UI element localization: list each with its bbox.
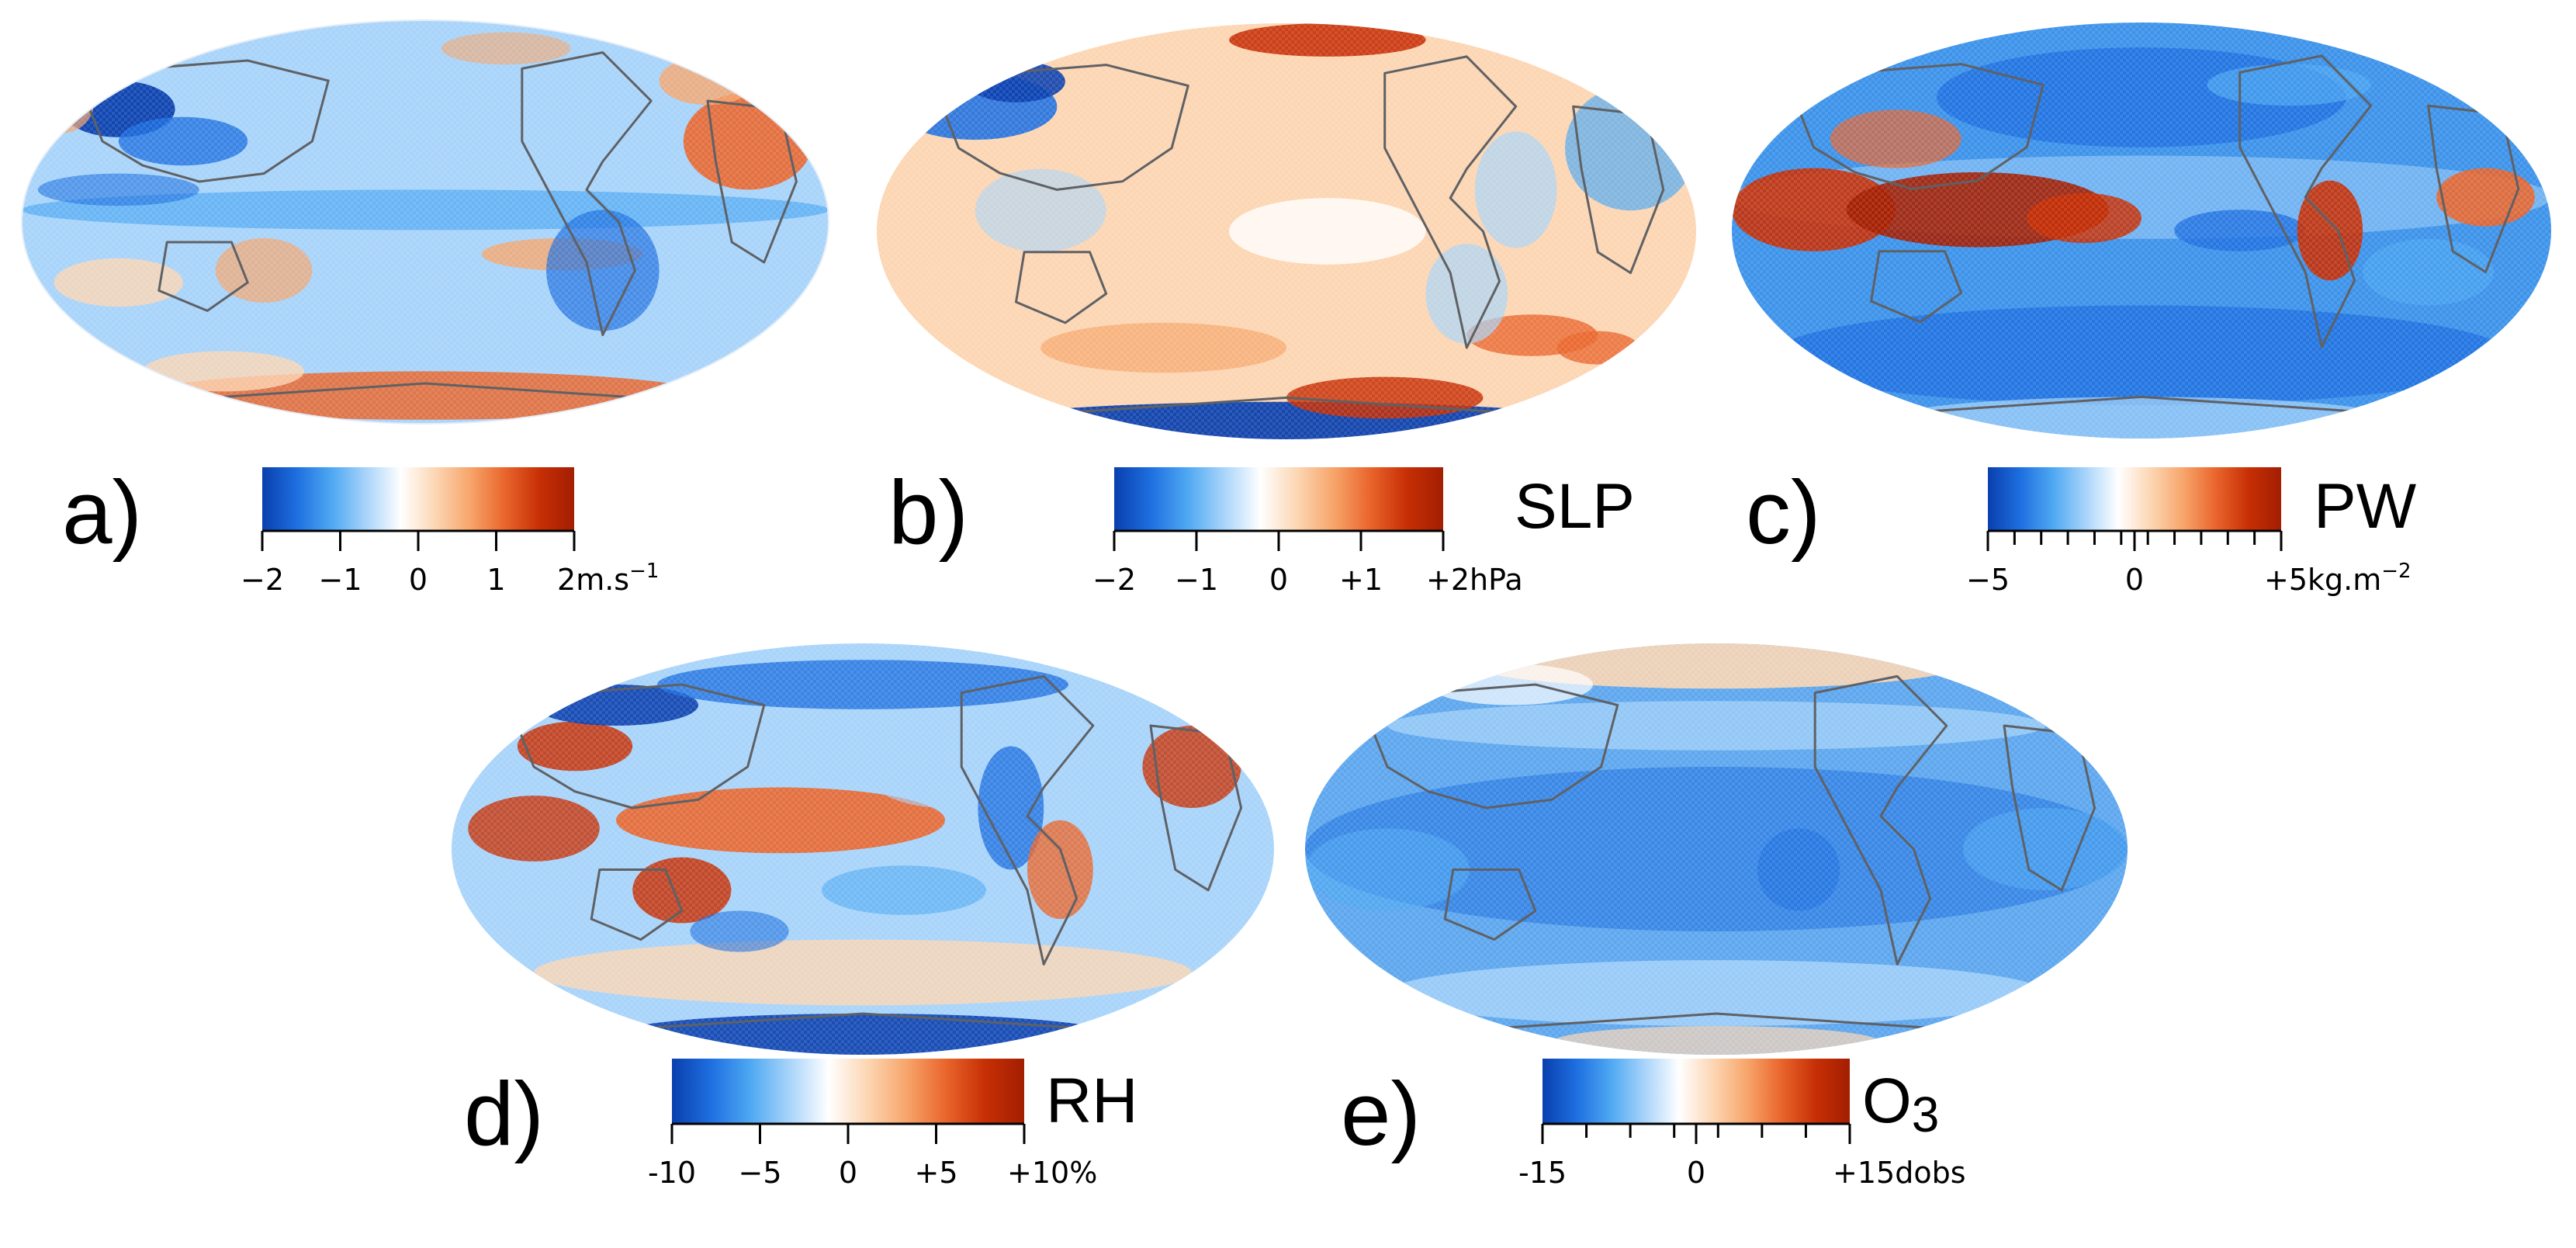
coastline — [615, 1012, 1110, 1031]
colorbar-tick-label: 0 — [1687, 1156, 1705, 1190]
colorbar-tick-label: +2hPa — [1426, 563, 1523, 597]
colorbar-tick-label: −1 — [318, 563, 362, 597]
variable-label-e-subscript: 3 — [1912, 1087, 1940, 1142]
colorbar-a-ticks: −2 −1 0 1 2m.s−1 — [241, 531, 659, 597]
colorbar-e-ramp — [1542, 1059, 1850, 1124]
coastlines-b — [940, 55, 1665, 416]
colorbar-tick-label: +5 — [914, 1156, 957, 1190]
colorbar-b-ramp — [1114, 467, 1443, 531]
colorbar-tick-label: -15 — [1518, 1156, 1567, 1190]
variable-label-b: SLP — [1515, 471, 1635, 542]
coastline — [1040, 396, 1532, 416]
map-c-texture — [1732, 23, 2551, 439]
map-d-texture — [452, 643, 1274, 1055]
colorbar-e: -15 0 +15dobs — [1518, 1059, 1966, 1190]
colorbar-unit-exponent: −2 — [2381, 560, 2411, 583]
coastline — [516, 683, 766, 809]
coastline — [1443, 868, 1537, 941]
coastline — [960, 674, 1095, 965]
colorbar-c-ramp — [1988, 467, 2281, 531]
panel-d: d) -10 −5 0 +5 +10% RH — [452, 643, 1274, 1190]
colorbar-tick-label: −5 — [1966, 563, 2010, 597]
map-a — [22, 20, 829, 424]
colorbar-unit: kg.m — [2308, 563, 2381, 597]
coastline — [1813, 674, 1948, 965]
coastlines-a — [85, 51, 798, 401]
panel-letter-d: d) — [464, 1063, 544, 1164]
variable-label-e-base: O — [1862, 1066, 1912, 1136]
colorbar-d: -10 −5 0 +5 +10% — [648, 1059, 1097, 1190]
panel-letter-a: a) — [62, 462, 142, 563]
colorbar-tick-label: +5kg.m−2 — [2264, 560, 2412, 597]
colorbar-unit: hPa — [1470, 563, 1523, 597]
coastline — [940, 64, 1189, 191]
colorbar-a-ramp — [262, 467, 574, 531]
coastline — [1369, 683, 1619, 809]
colorbar-e-ticks: -15 0 +15dobs — [1518, 1124, 1966, 1190]
panel-c: c) −5 0 +5kg.m−2 PW — [1732, 23, 2551, 597]
coastlines-c — [1795, 54, 2520, 415]
colorbar-unit: dobs — [1895, 1156, 1965, 1190]
map-c — [1732, 23, 2551, 439]
variable-label-c: PW — [2314, 471, 2417, 542]
map-d — [452, 643, 1274, 1055]
coastline — [521, 51, 653, 337]
colorbar-tick-label: 0 — [1269, 563, 1288, 597]
coastline — [158, 241, 249, 312]
colorbar-tick-label: +10% — [1007, 1156, 1097, 1190]
panel-letter-c: c) — [1746, 462, 1821, 563]
colorbar-tick-label: -10 — [648, 1156, 696, 1190]
colorbar-tick-label: −1 — [1175, 563, 1218, 597]
map-a-outline — [21, 19, 829, 425]
colorbar-d-ramp — [672, 1059, 1024, 1124]
map-e — [1305, 643, 2128, 1055]
colorbar-b-ticks: −2 −1 0 +1 +2hPa — [1092, 531, 1523, 597]
map-b-texture — [877, 23, 1696, 439]
colorbar-tick-label: 0 — [409, 563, 428, 597]
coastline — [2238, 54, 2373, 348]
panel-b: b) −2 −1 0 +1 +2hPa SLP — [877, 23, 1696, 597]
panel-letter-b: b) — [888, 462, 968, 563]
coastline — [590, 868, 684, 941]
colorbar-tick-label: −2 — [1092, 563, 1136, 597]
colorbar-unit: m.s — [576, 563, 629, 597]
coastlines-e — [1369, 674, 2096, 1031]
map-e-texture — [1305, 643, 2128, 1055]
colorbar-d-ticks: -10 −5 0 +5 +10% — [648, 1124, 1097, 1190]
panel-letter-e: e) — [1341, 1063, 1421, 1164]
map-b — [877, 23, 1696, 439]
coastline — [85, 59, 330, 183]
map-a-texture — [22, 20, 829, 424]
colorbar-tick-label: −2 — [241, 563, 284, 597]
coastline — [1469, 1012, 1964, 1031]
coastline — [1870, 250, 1963, 324]
coastline — [1795, 63, 2045, 190]
coastline — [1015, 251, 1108, 324]
colorbar-tick-label: −5 — [738, 1156, 781, 1190]
colorbar-tick-label: +15dobs — [1833, 1156, 1966, 1190]
coastline — [1896, 395, 2387, 415]
colorbar-tick-label: 0 — [839, 1156, 857, 1190]
variable-label-e: O3 — [1862, 1066, 1939, 1142]
variable-label-d: RH — [1046, 1066, 1137, 1136]
colorbar-tick-label: 0 — [2125, 563, 2144, 597]
panel-e: e) -15 0 +15dobs O3 — [1305, 643, 2128, 1190]
colorbar-tick-label: 1 — [486, 563, 505, 597]
colorbar-b: −2 −1 0 +1 +2hPa — [1092, 467, 1523, 597]
coastline — [182, 382, 668, 401]
coastline — [1383, 55, 1518, 349]
colorbar-tick-label: +1 — [1339, 563, 1383, 597]
colorbar-unit: % — [1069, 1156, 1097, 1190]
colorbar-tick-label: 2m.s−1 — [557, 560, 659, 597]
colorbar-unit-exponent: −1 — [629, 560, 659, 583]
